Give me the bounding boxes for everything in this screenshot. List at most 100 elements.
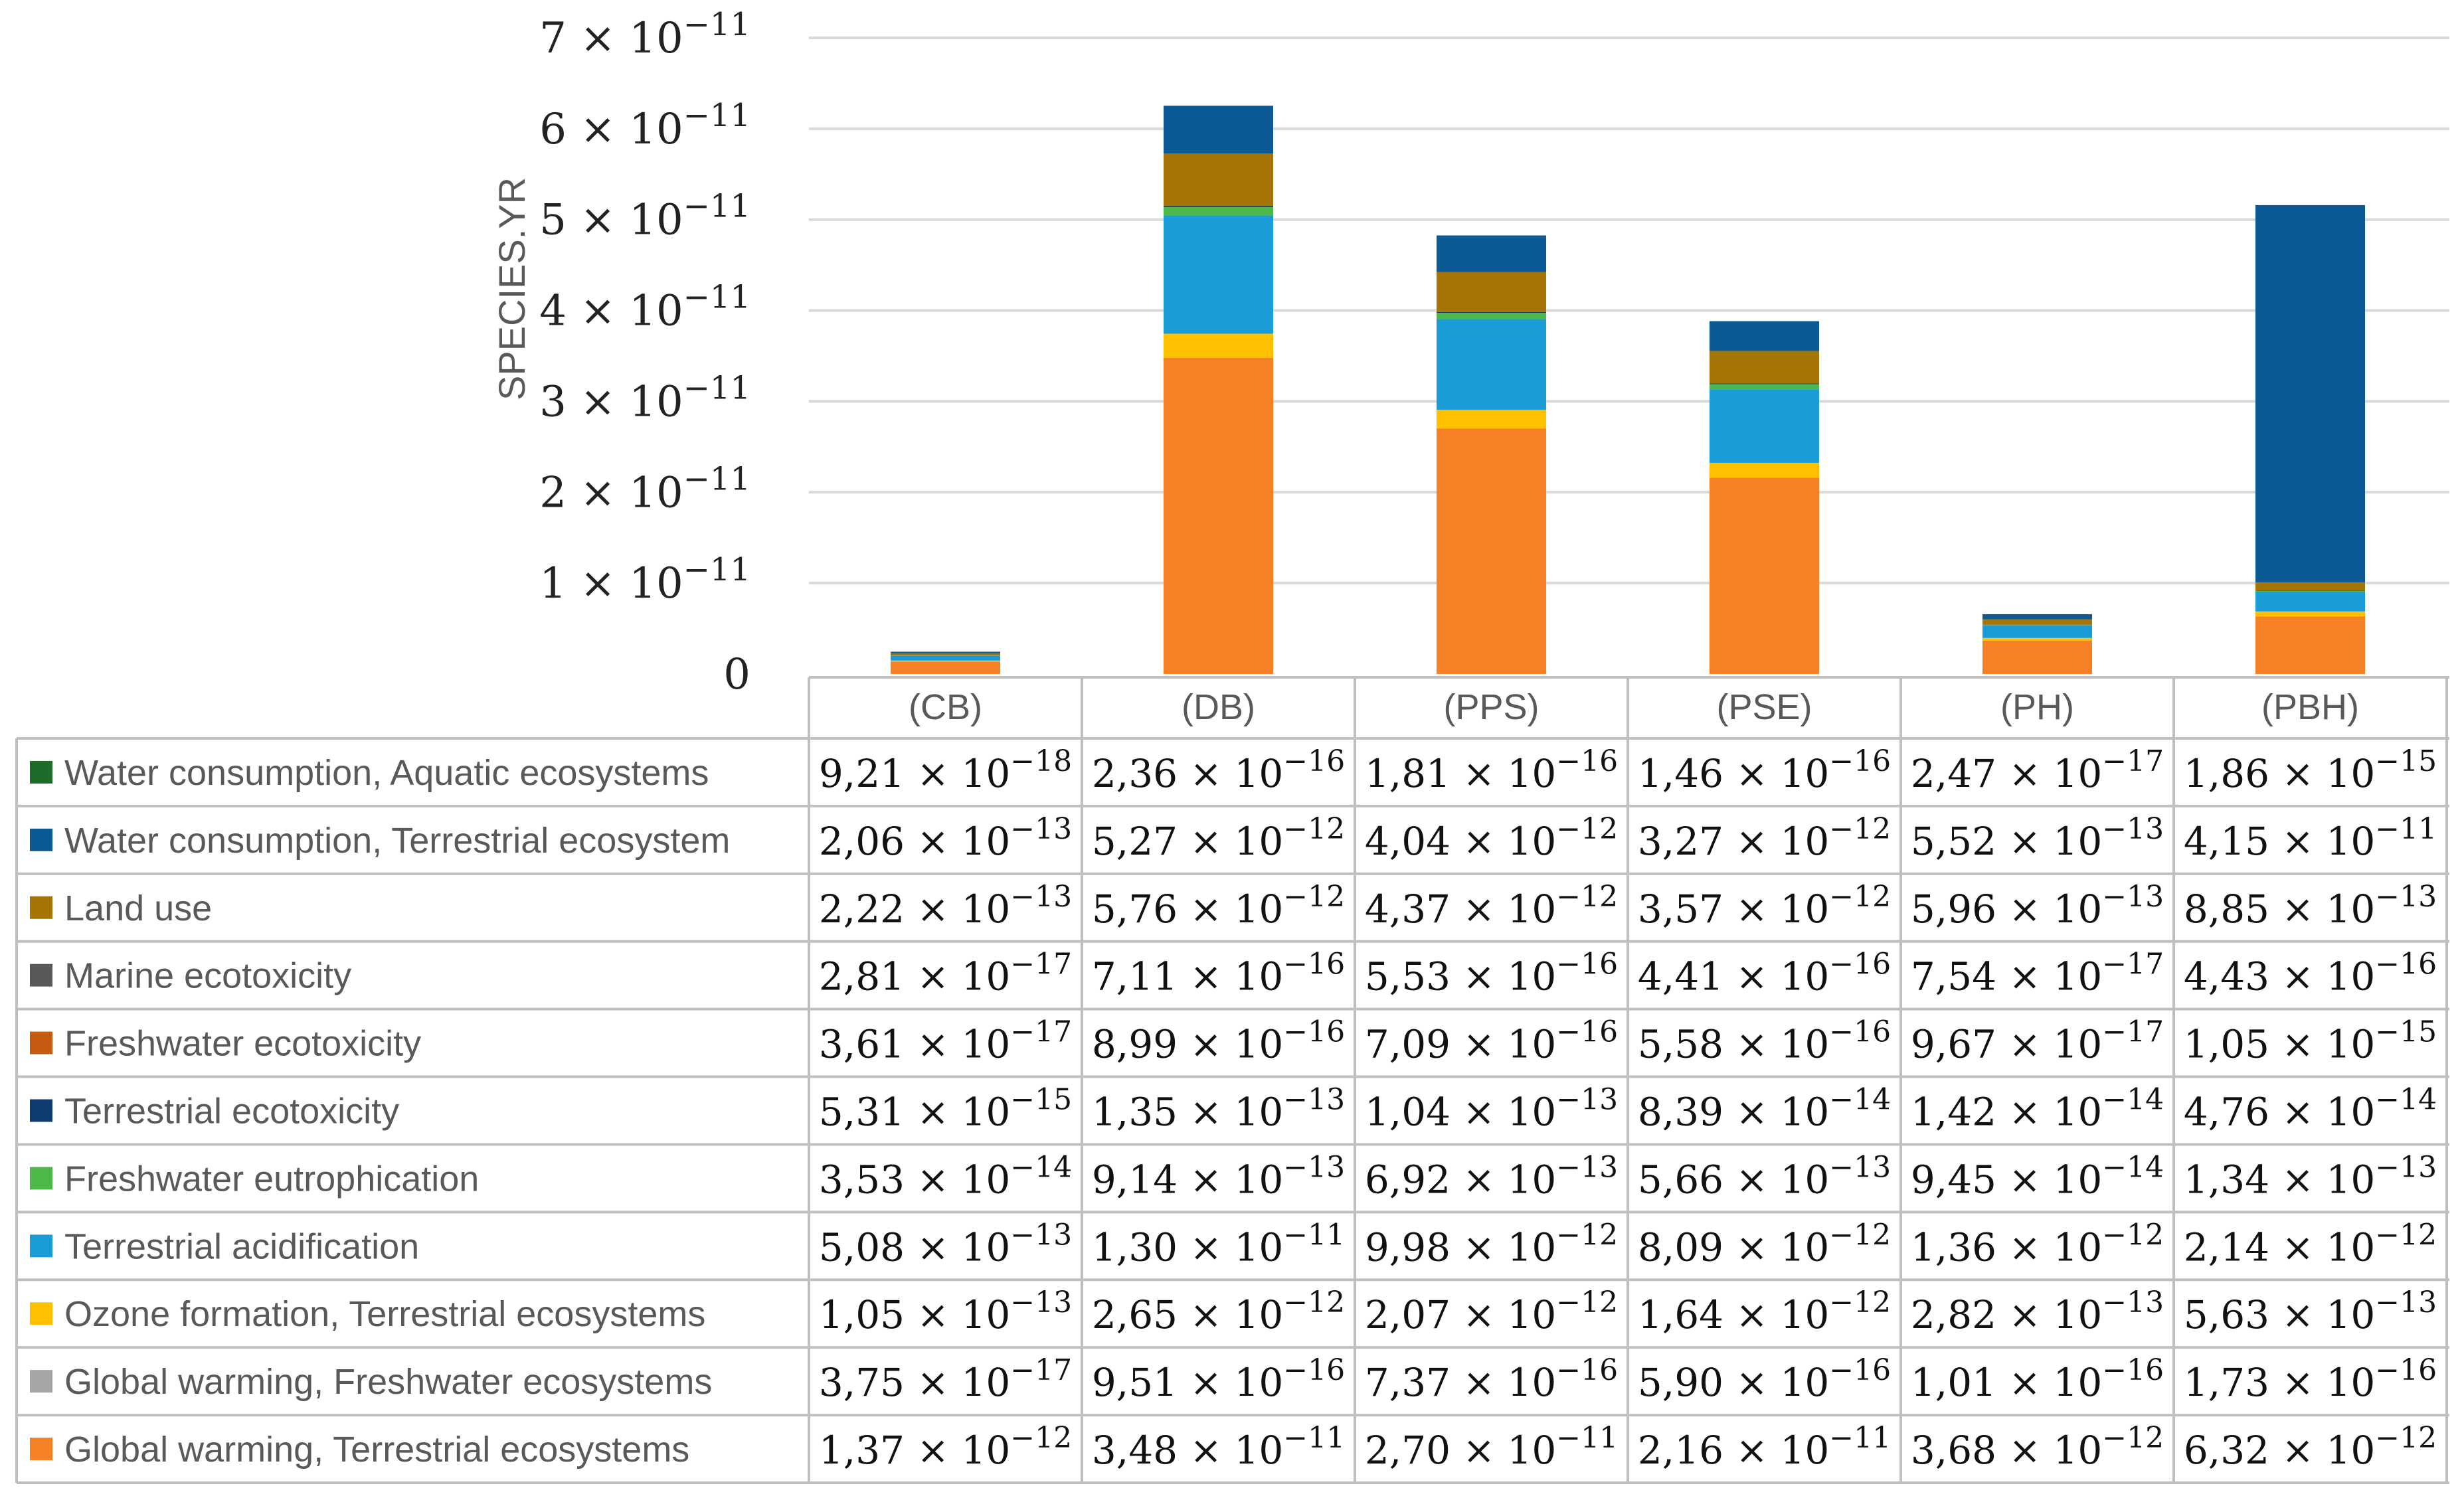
cell-mantissa: 1,73	[2184, 1360, 2269, 1405]
table-cell-value: 1,05 × 10−15	[2184, 1015, 2437, 1067]
legend-label: Freshwater eutrophication	[64, 1159, 479, 1199]
cell-exponent: −13	[1010, 880, 1072, 914]
table-cell-value: 1,37 × 10−12	[819, 1421, 1072, 1473]
table-cell-value: 3,57 × 10−12	[1638, 880, 1891, 932]
bar-segment	[1710, 351, 1819, 384]
table-cell-value: 3,48 × 10−11	[1092, 1421, 1345, 1473]
table-cell-value: 1,46 × 10−16	[1638, 744, 1891, 796]
table-cell-value: 8,85 × 10−13	[2184, 880, 2437, 932]
cell-mantissa: 3,57	[1638, 886, 1723, 932]
cell-exponent: −16	[1829, 948, 1891, 981]
cell-exponent: −16	[1283, 1353, 1345, 1387]
cell-exponent: −16	[1829, 1353, 1891, 1387]
legend-label: Water consumption, Terrestrial ecosystem	[64, 821, 730, 861]
cell-exponent: −16	[1283, 744, 1345, 778]
cell-mantissa: 4,76	[2184, 1090, 2269, 1135]
table-cell-value: 2,06 × 10−13	[819, 812, 1072, 864]
cell-mantissa: 5,08	[819, 1224, 905, 1270]
y-tick-label: 3 × 10−11	[539, 369, 750, 426]
y-tick-label: 7 × 10−11	[539, 6, 750, 63]
legend-label: Water consumption, Aquatic ecosystems	[64, 753, 709, 793]
bar-segment	[2255, 205, 2365, 582]
cell-exponent: −13	[2102, 1286, 2164, 1319]
cell-exponent: −16	[2375, 1353, 2437, 1387]
table-cell-value: 3,61 × 10−17	[819, 1015, 1072, 1067]
cell-exponent: −12	[1556, 1286, 1618, 1319]
cell-exponent: −13	[2102, 812, 2164, 846]
y-tick-mantissa: 1	[539, 559, 567, 608]
cell-mantissa: 4,04	[1365, 819, 1451, 864]
cell-mantissa: 1,01	[1911, 1360, 1996, 1405]
bar-segment	[1437, 311, 1546, 313]
cell-exponent: −12	[1283, 880, 1345, 914]
legend-label: Terrestrial ecotoxicity	[64, 1092, 399, 1132]
cell-mantissa: 6,32	[2184, 1428, 2269, 1473]
y-tick-mantissa: 3	[539, 377, 567, 426]
legend-label: Land use	[64, 888, 212, 928]
cell-exponent: −12	[1010, 1421, 1072, 1455]
cell-mantissa: 4,15	[2184, 819, 2269, 864]
cell-exponent: −17	[1010, 1353, 1072, 1387]
cell-exponent: −16	[1556, 744, 1618, 778]
cell-mantissa: 9,14	[1092, 1157, 1178, 1202]
legend-swatch	[30, 1099, 52, 1122]
legend-swatch	[30, 896, 52, 919]
data-table: (CB) (DB) (PPS) (PSE) (PH) (PBH) Water consump…	[15, 676, 2449, 1484]
cell-mantissa: 9,51	[1092, 1360, 1178, 1405]
bar-segment	[1437, 428, 1546, 674]
y-tick-exponent: −11	[683, 460, 750, 497]
bar-segment	[2255, 616, 2365, 674]
bar-segment	[2255, 592, 2365, 612]
cell-exponent: −17	[2102, 948, 2164, 981]
category-label: (PSE)	[1716, 687, 1812, 727]
cell-mantissa: 9,67	[1911, 1022, 1996, 1067]
bar-segment	[1164, 357, 1273, 674]
table-cell-value: 1,81 × 10−16	[1365, 744, 1618, 796]
cell-exponent: −13	[1829, 1150, 1891, 1184]
table-cell-value: 2,07 × 10−12	[1365, 1286, 1618, 1337]
table-cell-value: 5,66 × 10−13	[1638, 1150, 1891, 1202]
table-cell-value: 6,32 × 10−12	[2184, 1421, 2437, 1473]
legend-swatch	[30, 1031, 52, 1054]
cell-exponent: −11	[1283, 1421, 1345, 1455]
y-tick-label: 1 × 10−11	[539, 551, 750, 608]
cell-mantissa: 5,76	[1092, 886, 1178, 932]
bar-segment	[1982, 637, 2092, 641]
legend-swatch	[30, 1438, 52, 1461]
y-tick-mantissa: 2	[539, 468, 567, 517]
table-cell-value: 1,73 × 10−16	[2184, 1353, 2437, 1405]
legend-swatch	[30, 964, 52, 987]
cell-exponent: −16	[2375, 948, 2437, 981]
y-tick-mantissa: 4	[539, 287, 567, 336]
cell-exponent: −12	[1556, 880, 1618, 914]
y-tick-exponent: −11	[683, 188, 750, 225]
cell-exponent: −15	[2375, 1015, 2437, 1049]
cell-mantissa: 3,27	[1638, 819, 1723, 864]
cell-exponent: −14	[2375, 1083, 2437, 1117]
cell-mantissa: 1,36	[1911, 1224, 1996, 1270]
cell-mantissa: 5,96	[1911, 886, 1996, 932]
cell-mantissa: 5,27	[1092, 819, 1178, 864]
table-cell-value: 9,67 × 10−17	[1911, 1015, 2164, 1067]
cell-mantissa: 2,36	[1092, 751, 1178, 796]
cell-exponent: −11	[1829, 1421, 1891, 1455]
bar-segment	[1164, 333, 1273, 358]
table-cell-value: 9,14 × 10−13	[1092, 1150, 1345, 1202]
table-cell-value: 1,01 × 10−16	[1911, 1353, 2164, 1405]
bar-segment	[1164, 106, 1273, 154]
cell-exponent: −12	[1829, 1286, 1891, 1319]
cell-exponent: −11	[1283, 1218, 1345, 1252]
bars	[891, 106, 2365, 674]
y-tick-label: 6 × 10−11	[539, 97, 750, 154]
cell-exponent: −13	[2102, 880, 2164, 914]
table-cell-value: 4,41 × 10−16	[1638, 948, 1891, 999]
y-tick-exponent: −11	[683, 551, 750, 588]
table-cell-value: 2,82 × 10−13	[1911, 1286, 2164, 1337]
cell-exponent: −16	[1556, 948, 1618, 981]
cell-mantissa: 9,21	[819, 751, 905, 796]
cell-mantissa: 5,58	[1638, 1022, 1723, 1067]
cell-exponent: −13	[1283, 1150, 1345, 1184]
cell-exponent: −12	[1283, 812, 1345, 846]
bar-segment	[1164, 206, 1273, 208]
cell-mantissa: 1,37	[819, 1428, 905, 1473]
